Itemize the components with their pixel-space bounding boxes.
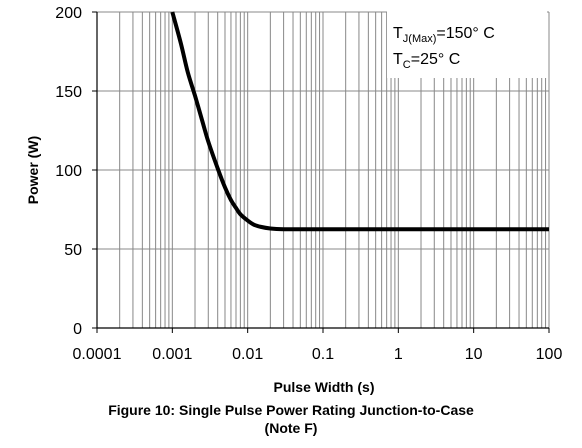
figure-caption-line-2: (Note F) (264, 420, 318, 436)
figure-caption-line-1: Figure 10: Single Pulse Power Rating Jun… (108, 402, 474, 418)
x-tick-label: 10 (465, 346, 483, 363)
annotation-2-main: T (393, 51, 403, 68)
y-tick-label: 100 (55, 163, 82, 180)
annotation-2-sub: C (403, 59, 411, 71)
x-tick-labels: 0.0001 0.001 0.01 0.1 1 10 100 (73, 346, 563, 363)
x-tick-label: 0.1 (312, 346, 334, 363)
y-axis-title: Power (W) (25, 136, 41, 204)
annotation-line-1: TJ(Max)=150° C (393, 25, 495, 45)
x-tick-label: 0.01 (232, 346, 263, 363)
annotation-box-bg (387, 10, 547, 78)
y-tick-label: 50 (64, 242, 82, 259)
y-tick-label: 200 (55, 5, 82, 22)
series-group (170, 11, 549, 232)
annotation-2-rest: =25° C (411, 51, 461, 68)
annotation-line-2: TC=25° C (393, 51, 460, 71)
x-tick-label: 0.001 (152, 346, 192, 363)
annotation-1-rest: =150° C (436, 25, 494, 42)
annotation-1-sub: J(Max) (403, 33, 437, 45)
x-axis-title: Pulse Width (s) (274, 379, 375, 395)
y-tick-labels: 0 50 100 150 200 (55, 5, 82, 338)
x-tick-label: 100 (536, 346, 563, 363)
axes (92, 11, 550, 333)
annotation-box: TJ(Max)=150° C TC=25° C (387, 10, 547, 78)
annotation-1-main: T (393, 25, 403, 42)
y-tick-label: 150 (55, 84, 82, 101)
x-tick-label: 0.0001 (73, 346, 122, 363)
power-curve-line (170, 11, 549, 232)
y-tick-label: 0 (73, 321, 82, 338)
x-tick-label: 1 (394, 346, 403, 363)
